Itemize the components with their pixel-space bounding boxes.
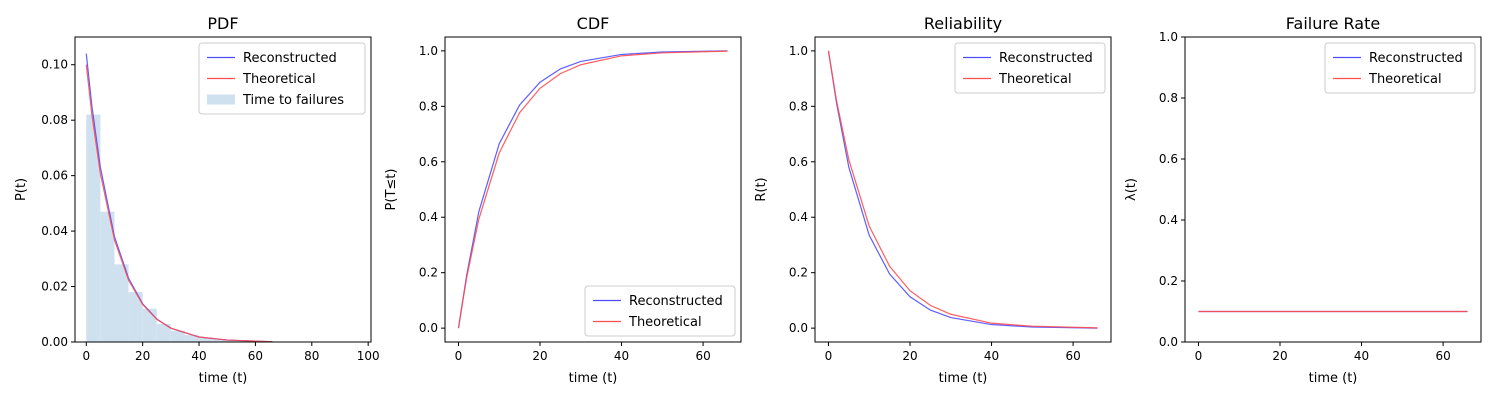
y-tick-label: 1.0 [419, 44, 438, 58]
histogram-bar [213, 339, 228, 342]
x-tick-label: 0 [1195, 349, 1203, 363]
y-tick-label: 0.0 [419, 321, 438, 335]
histogram-bar [184, 335, 200, 342]
legend-label: Reconstructed [629, 294, 723, 309]
legend-label: Theoretical [242, 72, 316, 87]
x-axis-label: time (t) [199, 371, 248, 386]
chart-panel-0: 0 20 40 60 80 100 0.00 0.02 0.04 0.06 0.08 0.10 PDF t… [14, 14, 380, 386]
y-tick-label: 0.08 [41, 113, 68, 127]
legend: Reconstructed Theoretical [954, 42, 1106, 94]
y-tick-label: 0.06 [41, 169, 68, 183]
legend: Reconstructed Theoretical Time to failures [198, 42, 366, 115]
y-tick-label: 0.4 [789, 210, 808, 224]
x-tick-label: 20 [902, 349, 917, 363]
x-tick-label: 60 [1435, 349, 1450, 363]
axes-frame [444, 36, 742, 343]
series-line-theoretical [827, 50, 1098, 329]
legend: Reconstructed Theoretical [584, 285, 736, 337]
y-tick-label: 0.8 [1159, 91, 1178, 105]
y-tick-label: 0.00 [41, 335, 68, 349]
histogram-bar [100, 211, 115, 342]
y-tick-label: 1.0 [789, 44, 808, 58]
series-line-theoretical [85, 64, 273, 343]
axes-frame [814, 36, 1112, 343]
y-tick-label: 0.6 [789, 155, 808, 169]
legend-label: Reconstructed [243, 51, 337, 66]
chart-title: CDF [577, 14, 610, 33]
x-tick-label: 0 [455, 349, 463, 363]
x-tick-label: 0 [825, 349, 833, 363]
x-tick-label: 60 [1065, 349, 1080, 363]
y-tick-label: 0.0 [1159, 335, 1178, 349]
x-tick-label: 20 [1272, 349, 1287, 363]
histogram-bar [128, 292, 143, 342]
histogram-bar [227, 340, 242, 342]
x-tick-label: 60 [695, 349, 710, 363]
axes-frame [74, 36, 372, 343]
legend-label: Time to failures [242, 93, 344, 108]
x-axis-label: time (t) [1309, 371, 1358, 386]
x-axis-label: time (t) [939, 371, 988, 386]
chart-panel-2: 0 20 40 60 0.0 0.2 0.4 0.6 0.8 1.0 Reliability time… [754, 14, 1112, 386]
legend-label: Reconstructed [999, 51, 1093, 66]
y-tick-label: 0.2 [789, 266, 808, 280]
x-tick-label: 40 [191, 349, 206, 363]
legend-label: Theoretical [628, 315, 702, 330]
y-tick-label: 1.0 [1159, 30, 1178, 44]
x-tick-label: 20 [135, 349, 150, 363]
y-axis-label: λ(t) [1124, 178, 1139, 201]
x-tick-label: 20 [532, 349, 547, 363]
chart-title: Failure Rate [1286, 14, 1380, 33]
histogram-bar [86, 114, 101, 343]
legend-box [1324, 42, 1476, 94]
y-tick-label: 0.2 [1159, 274, 1178, 288]
chart-title: PDF [207, 14, 238, 33]
legend-box [584, 285, 736, 337]
y-tick-label: 0.2 [419, 266, 438, 280]
y-tick-label: 0.02 [41, 280, 68, 294]
y-tick-label: 0.4 [1159, 213, 1178, 227]
x-tick-label: 100 [357, 349, 380, 363]
axes-frame [1184, 36, 1482, 343]
x-tick-label: 40 [984, 349, 999, 363]
series-line-reconstructed [457, 50, 728, 329]
legend-label: Reconstructed [1369, 51, 1463, 66]
x-tick-label: 80 [304, 349, 319, 363]
x-tick-label: 40 [614, 349, 629, 363]
histogram-bar [114, 264, 129, 342]
histogram-bar [199, 337, 214, 342]
y-tick-label: 0.6 [419, 155, 438, 169]
legend-swatch [207, 94, 235, 105]
legend-label: Theoretical [998, 72, 1072, 87]
x-tick-label: 40 [1354, 349, 1369, 363]
x-axis-label: time (t) [569, 371, 618, 386]
legend-box [198, 42, 366, 115]
y-tick-label: 0.04 [41, 224, 68, 238]
x-tick-label: 60 [248, 349, 263, 363]
legend: Reconstructed Theoretical [1324, 42, 1476, 94]
histogram-bar [156, 323, 171, 342]
histogram-bar [142, 308, 157, 342]
y-tick-label: 0.4 [419, 210, 438, 224]
y-tick-label: 0.0 [789, 321, 808, 335]
y-axis-label: R(t) [754, 177, 769, 201]
x-tick-label: 0 [82, 349, 90, 363]
chart-title: Reliability [924, 14, 1002, 33]
series-line-reconstructed [827, 50, 1098, 329]
series-line-theoretical [457, 50, 728, 329]
chart-panel-1: 0 20 40 60 0.0 0.2 0.4 0.6 0.8 1.0 CDF time (t) P(T≤… [384, 14, 742, 386]
legend-box [954, 42, 1106, 94]
histogram-bar [170, 330, 185, 342]
y-tick-label: 0.8 [789, 99, 808, 113]
y-axis-label: P(t) [14, 178, 29, 201]
chart-panel-3: 0 20 40 60 0.0 0.2 0.4 0.6 0.8 1.0 Failure Rate tim… [1124, 14, 1482, 386]
y-tick-label: 0.10 [41, 58, 68, 72]
y-axis-label: P(T≤t) [384, 169, 399, 211]
y-tick-label: 0.6 [1159, 152, 1178, 166]
y-tick-label: 0.8 [419, 99, 438, 113]
legend-label: Theoretical [1368, 72, 1442, 87]
